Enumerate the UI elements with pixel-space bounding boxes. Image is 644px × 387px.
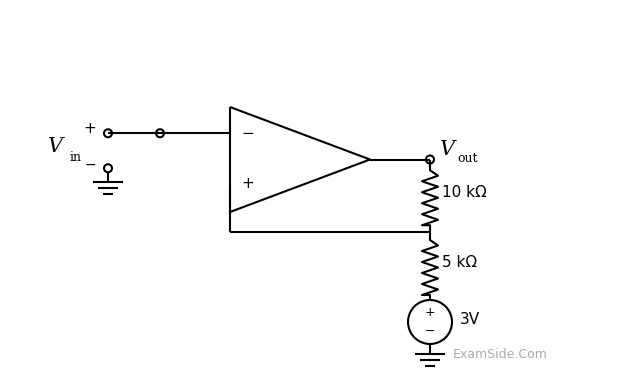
Text: 5 kΩ: 5 kΩ: [442, 255, 477, 270]
Text: 3V: 3V: [460, 312, 480, 327]
Text: +: +: [424, 307, 435, 320]
Text: −: −: [425, 325, 435, 337]
Text: 10 kΩ: 10 kΩ: [442, 185, 487, 200]
Text: +: +: [84, 121, 97, 136]
Text: +: +: [242, 176, 254, 191]
Text: −: −: [84, 158, 96, 172]
Text: V: V: [48, 137, 64, 156]
Text: −: −: [242, 126, 254, 141]
Text: ExamSide.Com: ExamSide.Com: [453, 349, 547, 361]
Text: in: in: [70, 151, 82, 164]
Text: out: out: [457, 152, 477, 165]
Text: V: V: [440, 140, 455, 159]
